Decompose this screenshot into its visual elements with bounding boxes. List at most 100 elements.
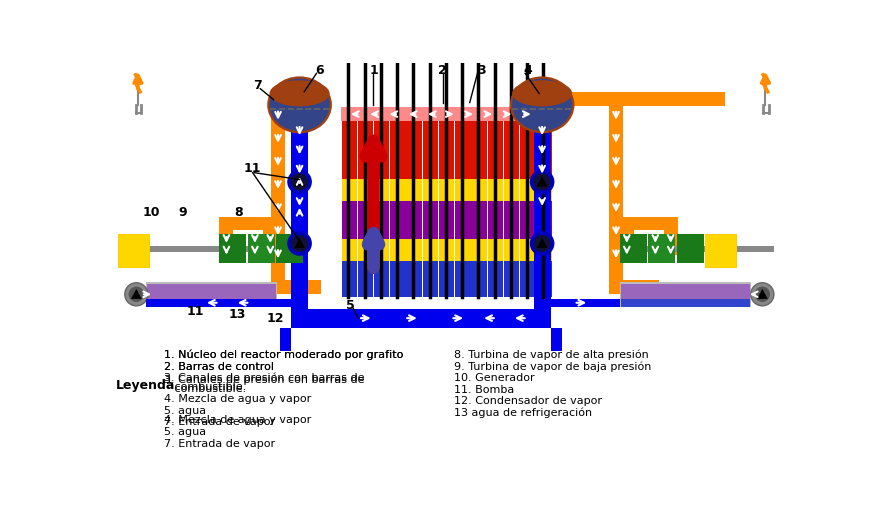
Circle shape [754, 287, 770, 302]
Bar [342, 261, 357, 297]
Bar [342, 107, 357, 179]
Ellipse shape [512, 79, 572, 131]
Bar [520, 239, 535, 261]
Circle shape [124, 283, 148, 306]
Bar [357, 239, 373, 261]
Text: 4. Mezcla de agua y vapor: 4. Mezcla de agua y vapor [164, 415, 311, 425]
Bar [374, 201, 390, 239]
Bar [471, 107, 487, 179]
Bar [118, 234, 150, 268]
Text: 3. Canales de presión con barras de: 3. Canales de presión con barras de [164, 375, 364, 385]
Bar [456, 107, 470, 179]
Text: 9: 9 [178, 206, 187, 219]
Bar [488, 179, 503, 201]
Text: 10. Generador: 10. Generador [455, 373, 535, 383]
Polygon shape [294, 177, 305, 187]
Bar [677, 234, 703, 264]
Bar [147, 299, 277, 307]
Bar [341, 107, 552, 121]
Bar [390, 179, 406, 201]
Circle shape [533, 173, 551, 190]
Bar [374, 261, 390, 297]
Text: 2. Barras de control: 2. Barras de control [164, 363, 274, 373]
Text: 9. Turbina de vapor de baja presión: 9. Turbina de vapor de baja presión [455, 362, 652, 372]
Bar [439, 107, 455, 179]
Circle shape [530, 231, 555, 256]
Text: 7: 7 [254, 79, 263, 92]
Bar [423, 201, 438, 239]
Bar [220, 234, 246, 264]
Bar [705, 235, 736, 267]
Bar [439, 261, 455, 297]
Bar [520, 201, 535, 239]
Text: 1. Núcleo del reactor moderado por grafito: 1. Núcleo del reactor moderado por grafi… [164, 350, 404, 361]
Bar [374, 239, 390, 261]
Bar [220, 217, 233, 255]
Bar [536, 201, 552, 239]
Bar [471, 239, 487, 261]
Bar [341, 107, 552, 297]
Text: 10: 10 [143, 206, 160, 219]
Text: 5: 5 [346, 299, 355, 312]
Bar [423, 261, 438, 297]
Circle shape [751, 283, 774, 306]
Bar [504, 107, 519, 179]
Bar [536, 261, 552, 297]
Bar [520, 107, 535, 179]
Bar [374, 107, 390, 179]
Bar [291, 309, 551, 328]
Bar [439, 201, 455, 239]
Bar [488, 201, 503, 239]
Bar [423, 239, 438, 261]
Bar [621, 283, 750, 302]
Bar [536, 239, 552, 261]
Bar [704, 234, 737, 268]
Text: 8: 8 [235, 206, 243, 219]
Text: 13: 13 [229, 308, 246, 321]
Bar [488, 107, 503, 179]
Bar [423, 179, 438, 201]
Bar [390, 201, 406, 239]
Circle shape [287, 231, 312, 256]
Bar [456, 261, 470, 297]
Bar [342, 239, 357, 261]
Ellipse shape [510, 77, 575, 133]
Text: Leyenda: Leyenda [116, 379, 175, 392]
Bar [439, 179, 455, 201]
Bar [342, 201, 357, 239]
Bar [146, 299, 308, 307]
Text: 2: 2 [438, 64, 447, 77]
Bar [520, 261, 535, 297]
Text: 1: 1 [369, 64, 378, 77]
Bar [520, 179, 535, 201]
Bar [504, 239, 519, 261]
Bar [271, 280, 321, 294]
Bar [271, 92, 285, 280]
Text: combustible.: combustible. [164, 382, 246, 392]
Text: 5. agua: 5. agua [164, 427, 206, 437]
Circle shape [287, 169, 312, 194]
Text: 12. Condensador de vapor: 12. Condensador de vapor [455, 396, 603, 406]
Bar [264, 217, 277, 255]
Bar [147, 283, 277, 302]
Bar [551, 299, 620, 307]
Text: 11: 11 [186, 305, 203, 318]
Polygon shape [537, 177, 548, 187]
Bar [277, 234, 303, 264]
Bar [357, 261, 373, 297]
Text: combustible.: combustible. [164, 384, 246, 394]
Text: 7. Entrada de vapor: 7. Entrada de vapor [164, 439, 275, 450]
Bar [471, 201, 487, 239]
Bar [664, 217, 678, 255]
Bar [357, 179, 373, 201]
Bar [271, 92, 291, 106]
Bar [291, 107, 308, 328]
Bar [620, 217, 633, 255]
Bar [504, 179, 519, 201]
Bar [609, 92, 623, 280]
Bar [620, 282, 751, 307]
Bar [533, 107, 551, 328]
Bar [125, 246, 308, 252]
Text: 11. Bomba: 11. Bomba [455, 385, 514, 395]
Polygon shape [294, 238, 305, 248]
